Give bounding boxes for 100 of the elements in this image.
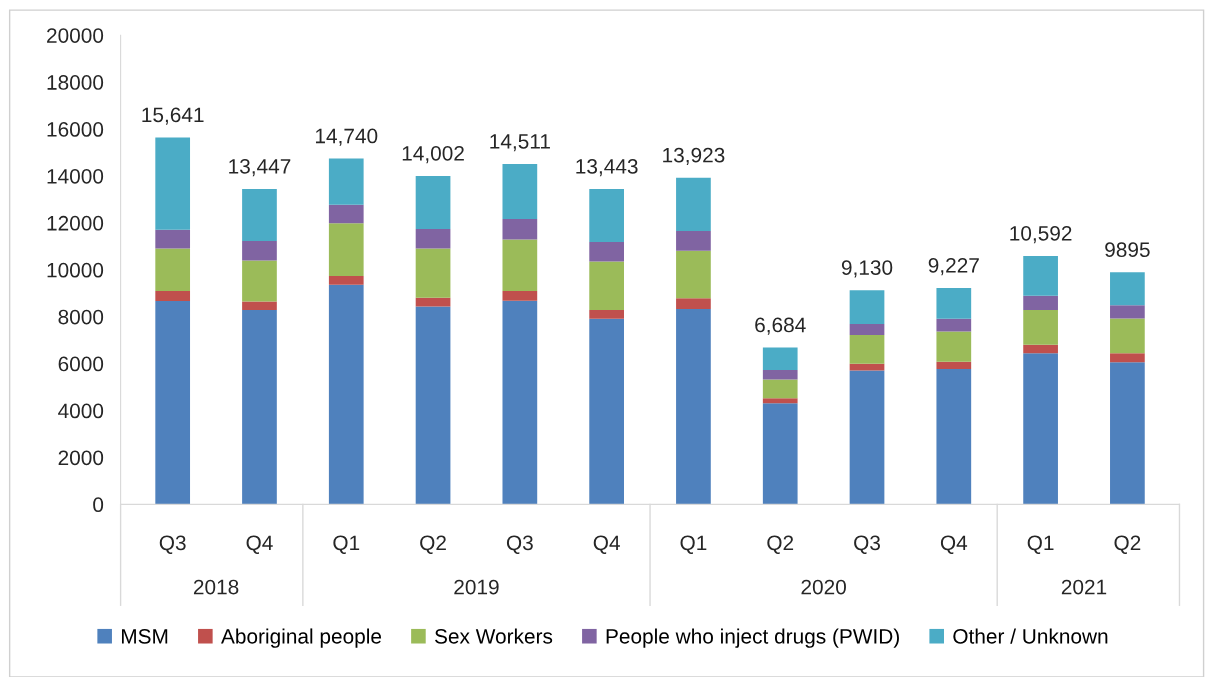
bar: [936, 287, 972, 319]
bar: [589, 189, 624, 243]
y-tick-label: 8000: [58, 309, 104, 325]
bar: [936, 318, 972, 332]
bar: [849, 335, 885, 364]
bar: [155, 290, 191, 301]
y-tick-label: 14000: [47, 168, 104, 184]
total-label: 9895: [1105, 242, 1150, 258]
bar: [676, 308, 711, 505]
bar: [242, 309, 277, 505]
bar: [328, 158, 364, 205]
bar: [502, 219, 538, 240]
bar: [155, 300, 191, 505]
bar: [328, 223, 364, 276]
legend-label: MSM: [121, 628, 168, 644]
y-tick-label: 6000: [58, 356, 104, 372]
bar: [762, 347, 798, 370]
y-tick-label: 16000: [47, 122, 104, 137]
bar: [1110, 362, 1145, 505]
bar: [849, 370, 885, 505]
bar: [849, 323, 885, 335]
bar: [1110, 272, 1145, 306]
total-label: 9,227: [928, 257, 979, 276]
x-tick-label: Q3: [506, 535, 533, 554]
bar: [155, 248, 191, 291]
y-tick-label: 0: [93, 497, 104, 513]
bar: [155, 229, 191, 249]
total-label: 14,511: [490, 134, 550, 152]
total-label: 9,130: [841, 260, 893, 278]
legend-label: Sex Workers: [434, 628, 553, 644]
bar: [1023, 353, 1058, 505]
bar: [242, 240, 277, 261]
x-tick-label: Q2: [420, 535, 446, 554]
total-label: 14,002: [402, 145, 464, 164]
bar: [676, 231, 711, 251]
bar: [936, 361, 972, 370]
bar: [415, 306, 451, 505]
legend-label: Aboriginal people: [221, 628, 382, 648]
x-tick-label: Q4: [593, 535, 620, 554]
x-tick-label: Q2: [767, 535, 794, 554]
text: 2021: [1061, 579, 1107, 595]
bar: [328, 284, 364, 505]
bar: [1023, 295, 1058, 310]
bar: [242, 260, 277, 302]
bar: [502, 163, 538, 220]
x-tick-label: Q1: [333, 535, 360, 554]
bar: [415, 228, 451, 249]
bar: [1023, 344, 1058, 354]
text: 2018: [193, 579, 239, 595]
text: 2020: [801, 579, 846, 595]
x-tick-label: Q2: [1114, 535, 1141, 554]
bar: [589, 242, 624, 262]
legend-label: People who inject drugs (PWID): [606, 628, 899, 648]
y-tick-label: 10000: [47, 262, 104, 278]
bar: [415, 297, 451, 307]
bar: [762, 379, 798, 399]
bar: [1023, 309, 1058, 345]
x-tick-label: Q4: [246, 535, 273, 554]
bar: [1110, 353, 1145, 363]
bar: [242, 301, 277, 310]
x-tick-label: Q1: [1027, 535, 1054, 554]
x-tick-label: Q3: [854, 535, 880, 554]
bar: [502, 300, 538, 505]
y-tick-label: 18000: [47, 75, 104, 90]
text: 2019: [454, 579, 499, 595]
total-label: 15,641: [142, 107, 204, 125]
bar: [242, 188, 277, 241]
bar: [936, 369, 972, 505]
bar: [849, 290, 885, 324]
bar: [762, 398, 798, 404]
y-tick-label: 2000: [58, 450, 104, 466]
bar: [328, 204, 364, 224]
legend-label: Other / Unknown: [953, 628, 1108, 644]
y-tick-label: 20000: [47, 28, 104, 43]
bar: [415, 248, 451, 298]
total-label: 13,447: [229, 158, 291, 177]
bar: [155, 137, 191, 230]
bar: [676, 177, 711, 232]
bar: [1110, 305, 1145, 319]
bar: [936, 331, 972, 362]
bar: [502, 290, 538, 301]
y-tick-label: 12000: [47, 215, 104, 231]
bar: [589, 318, 624, 505]
bar: [762, 369, 798, 380]
bar: [589, 261, 624, 310]
total-label: 6,684: [755, 317, 806, 335]
bar: [502, 239, 538, 291]
total-label: 14,740: [315, 128, 378, 146]
bar: [589, 309, 624, 319]
total-label: 10,592: [1010, 225, 1072, 244]
bar: [1023, 255, 1058, 296]
total-label: 13,443: [576, 159, 638, 177]
bar: [1110, 318, 1145, 354]
x-tick-label: Q3: [159, 535, 186, 554]
bar: [328, 275, 364, 285]
y-tick-label: 4000: [58, 403, 104, 419]
x-tick-label: Q4: [940, 535, 968, 554]
x-tick-label: Q1: [680, 535, 707, 554]
bar: [762, 403, 798, 505]
bar: [676, 250, 711, 299]
